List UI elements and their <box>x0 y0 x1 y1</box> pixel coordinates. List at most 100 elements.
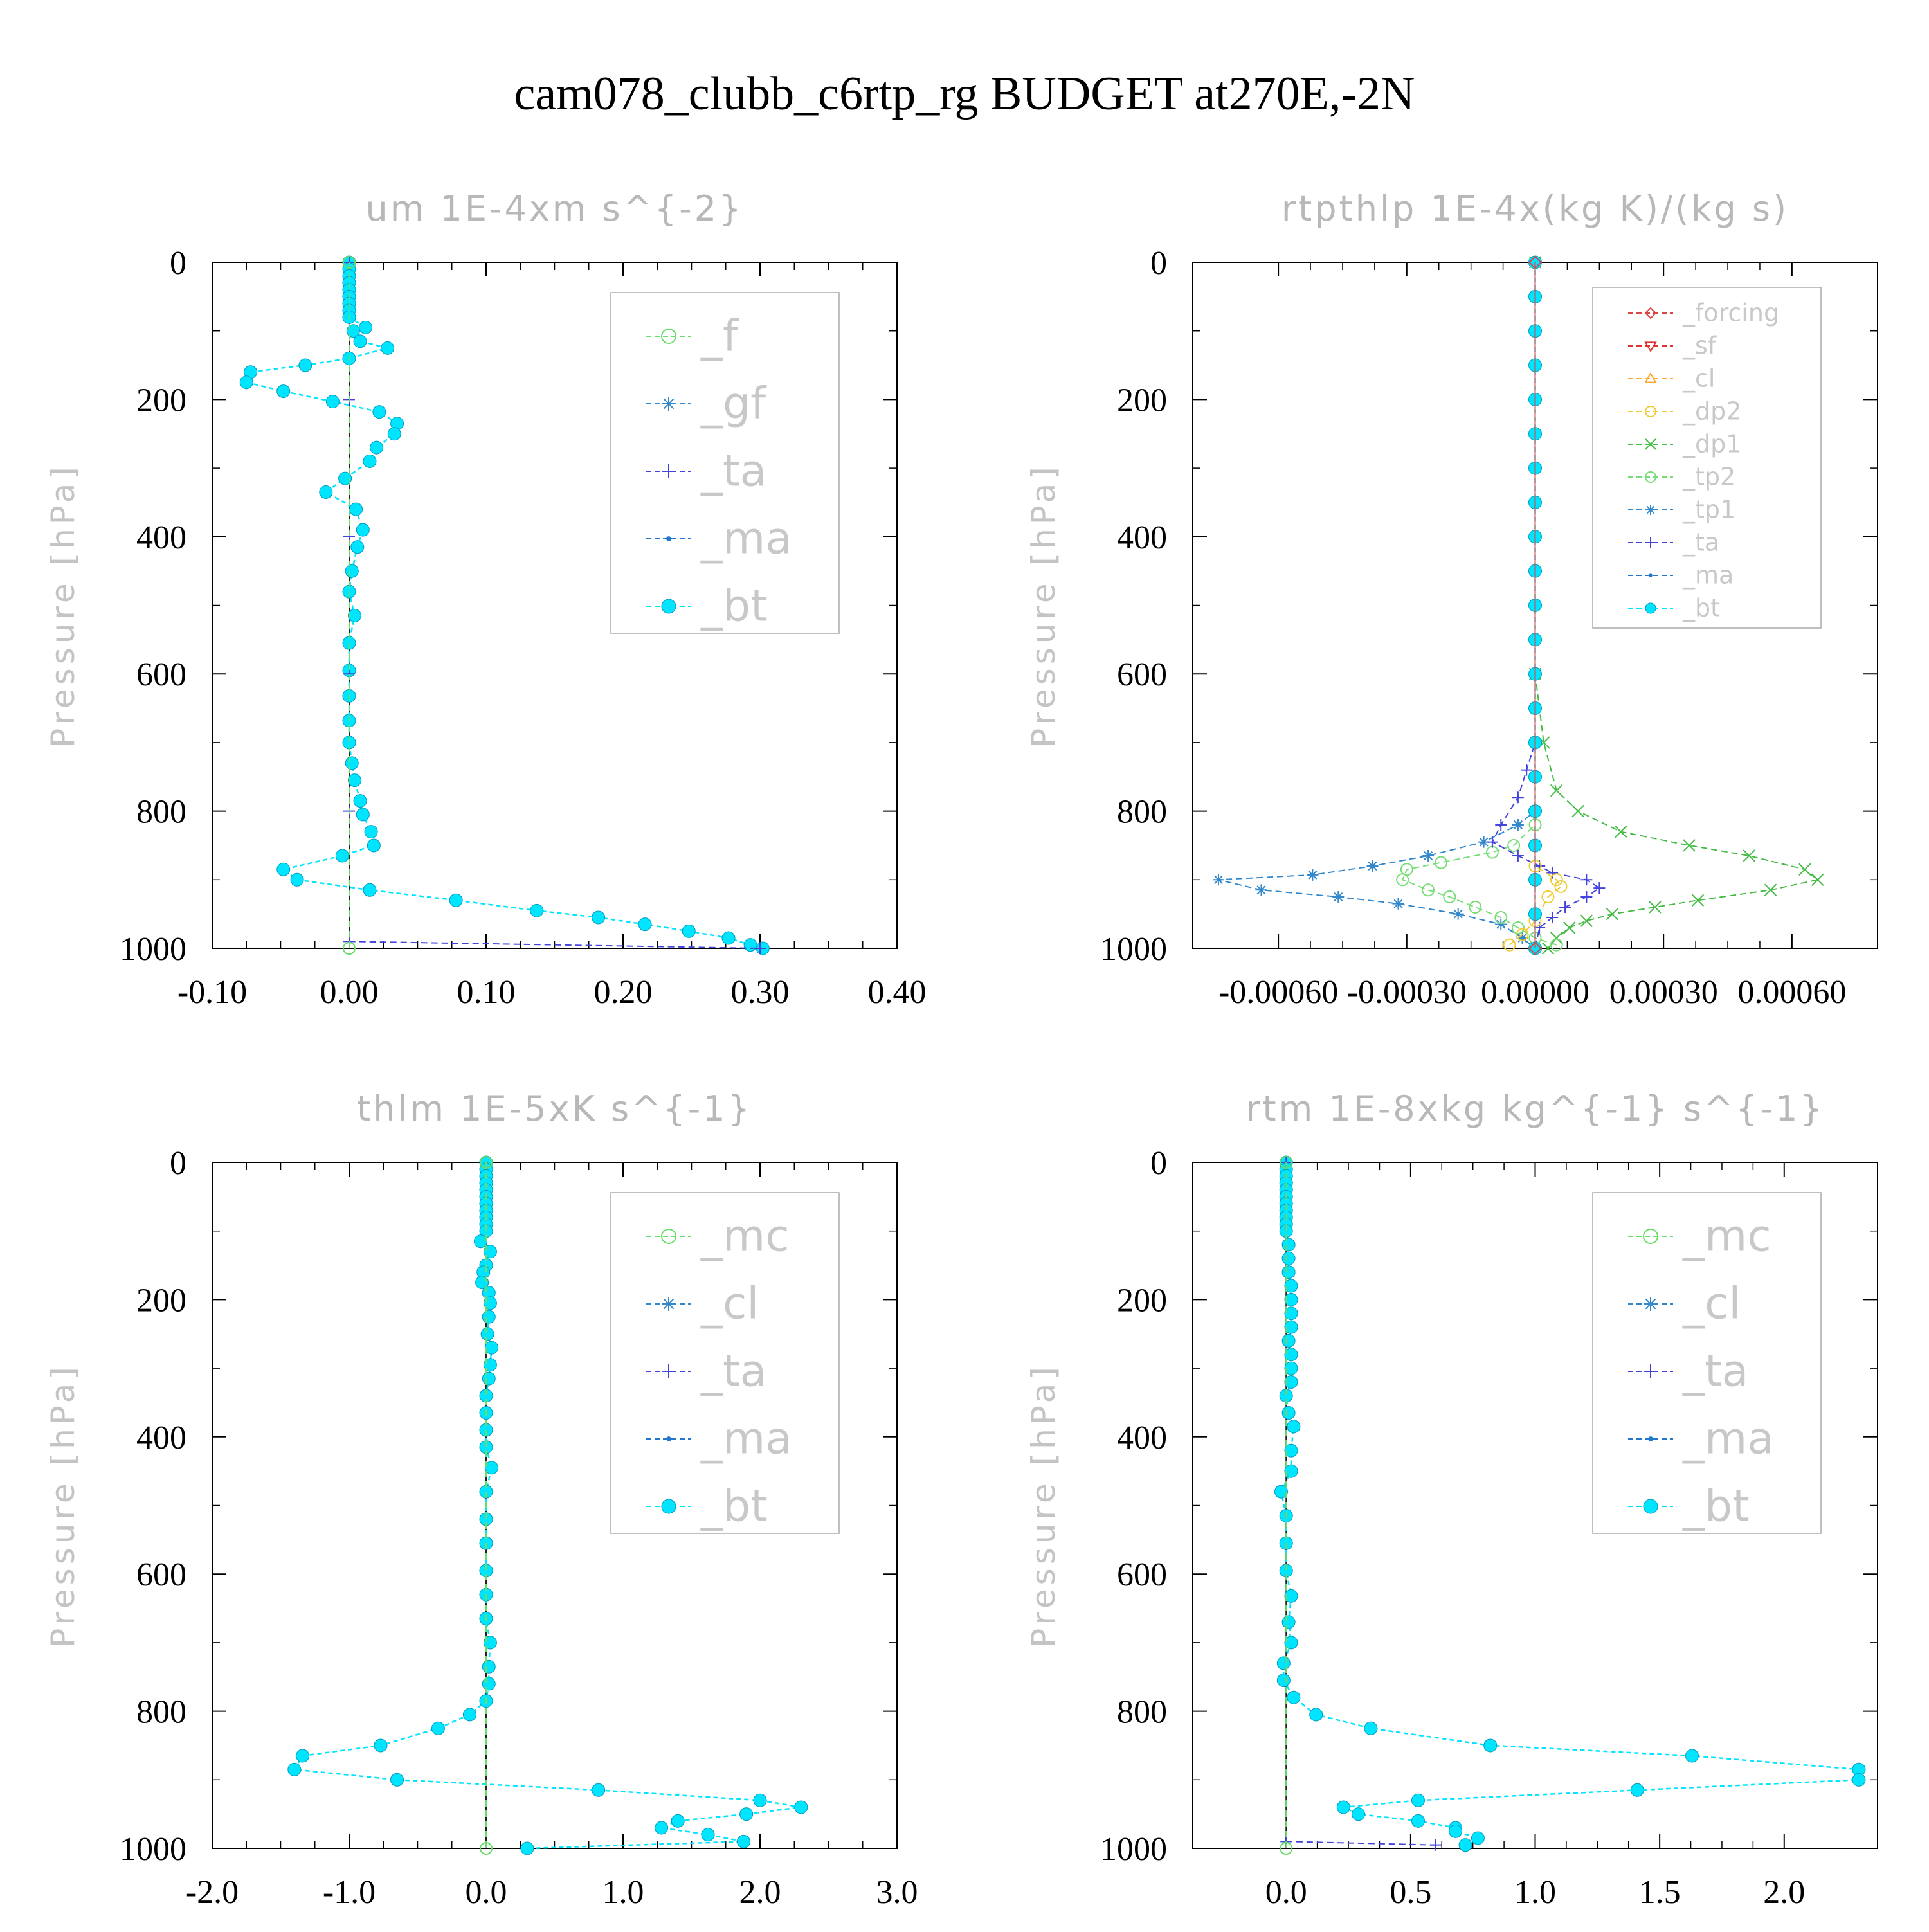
data-point <box>1396 873 1409 887</box>
legend-marker <box>1645 602 1656 614</box>
data-point <box>1580 890 1593 903</box>
y-tick-label: 1000 <box>1100 931 1167 968</box>
data-point <box>325 395 340 409</box>
data-point <box>485 1461 499 1475</box>
y-axis-label: Pressure [hPa] <box>1025 1363 1062 1648</box>
legend-marker <box>661 1229 676 1244</box>
data-point <box>520 1841 534 1855</box>
data-point <box>483 1245 497 1259</box>
data-point <box>348 773 362 788</box>
y-tick-label: 600 <box>1117 656 1167 693</box>
data-point <box>1274 1485 1288 1499</box>
data-point <box>1541 890 1555 903</box>
data-point <box>701 1828 715 1842</box>
data-point <box>1212 874 1224 886</box>
x-tick-label: 0.00030 <box>1609 974 1718 1011</box>
legend-marker <box>662 1364 676 1378</box>
data-point <box>1550 938 1563 952</box>
data-point <box>1276 1674 1291 1688</box>
data-point <box>348 609 362 623</box>
series-mc <box>1280 1156 1293 1855</box>
y-tick-label: 200 <box>1117 382 1167 419</box>
legend-label: _gf <box>700 378 767 429</box>
legend-box <box>1592 287 1822 629</box>
legend-marker <box>1644 307 1657 320</box>
data-point <box>372 405 386 419</box>
legend-label: _tp1 <box>1682 496 1735 524</box>
data-point <box>1281 1333 1296 1348</box>
x-tick-label: -1.0 <box>323 1874 376 1911</box>
legend-marker <box>1644 341 1657 352</box>
legend-label: _bt <box>700 581 768 631</box>
data-point <box>296 1749 310 1763</box>
y-tick-label: 400 <box>136 1420 186 1456</box>
data-point <box>1541 942 1555 955</box>
data-point <box>592 910 606 925</box>
data-point <box>462 1708 476 1722</box>
data-point <box>1630 1783 1644 1797</box>
data-point <box>1284 1306 1298 1321</box>
data-point <box>370 440 384 455</box>
data-point <box>353 794 367 808</box>
legend-label: _dp2 <box>1682 397 1741 426</box>
y-tick-label: 400 <box>1117 1420 1167 1456</box>
data-point <box>1307 869 1319 881</box>
data-point <box>1494 910 1508 924</box>
data-point <box>1495 818 1507 831</box>
data-point <box>1683 839 1696 852</box>
x-tick-label: 2.0 <box>1763 1874 1805 1911</box>
data-point <box>1593 882 1606 894</box>
data-point <box>1452 908 1464 920</box>
data-point <box>1284 1279 1298 1293</box>
data-point <box>1516 928 1529 941</box>
legend-label: _cl <box>1682 1278 1741 1329</box>
data-point <box>239 375 253 390</box>
legend-marker <box>1648 1436 1653 1441</box>
legend-box <box>610 1192 840 1534</box>
data-point <box>1764 883 1777 897</box>
data-point <box>276 862 291 876</box>
data-point <box>1411 1793 1425 1807</box>
data-point <box>1563 921 1576 934</box>
x-tick-label: -0.00060 <box>1218 974 1338 1011</box>
data-point <box>1284 1375 1298 1389</box>
data-point <box>343 256 356 269</box>
data-point <box>1559 901 1571 913</box>
data-point <box>387 427 401 441</box>
data-point <box>390 1773 404 1787</box>
legend-marker <box>661 599 676 614</box>
legend: _f _gf _ta _ma _bt <box>610 292 840 634</box>
data-point <box>431 1721 445 1735</box>
legend-label: _sf <box>1682 332 1717 360</box>
y-tick-label: 400 <box>1117 519 1167 556</box>
data-point <box>1571 804 1584 818</box>
legend-label: _mc <box>700 1211 790 1261</box>
data-point <box>736 1834 750 1848</box>
legend-label: _ta <box>700 1346 766 1396</box>
y-tick-label: 400 <box>136 519 186 556</box>
data-point <box>449 893 463 907</box>
data-point <box>1284 1464 1298 1478</box>
y-tick-label: 600 <box>1117 1557 1167 1593</box>
legend-label: _bt <box>1682 1481 1750 1531</box>
legend-marker <box>1644 1364 1658 1378</box>
data-point <box>1649 901 1662 914</box>
legend-label: _dp1 <box>1682 430 1741 458</box>
data-point <box>1280 1156 1293 1169</box>
data-point <box>1483 1738 1498 1753</box>
data-point <box>794 1800 808 1814</box>
data-point <box>1580 914 1593 928</box>
data-point <box>356 523 370 537</box>
data-point <box>1411 1814 1425 1828</box>
data-point <box>1284 1589 1298 1603</box>
data-point <box>480 1842 493 1855</box>
data-point <box>1554 880 1568 893</box>
y-tick-label: 600 <box>136 1557 186 1593</box>
data-point <box>482 1371 496 1386</box>
data-point <box>1503 938 1516 952</box>
data-point <box>1332 890 1345 903</box>
legend-label: _ta <box>1682 1346 1748 1396</box>
panel-3: thlm 1E-5xK s^{-1} Pressure [hPa] 0 200 400 6… <box>44 1088 918 1911</box>
data-point <box>1284 1636 1298 1650</box>
